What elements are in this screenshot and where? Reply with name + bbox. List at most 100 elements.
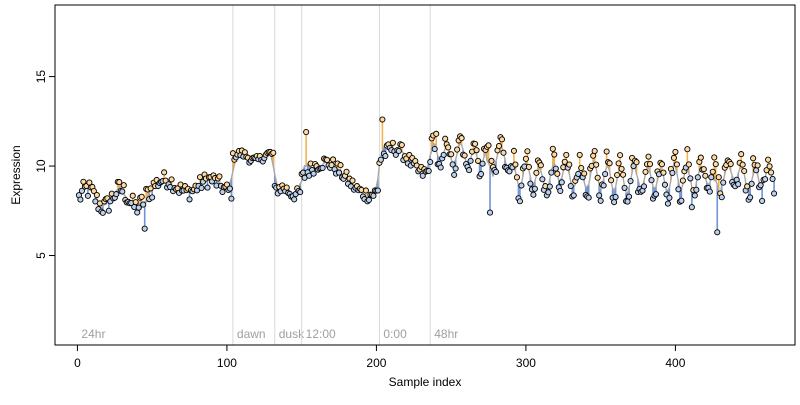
data-point xyxy=(530,191,537,198)
data-point xyxy=(492,168,500,175)
data-point xyxy=(116,179,123,186)
data-point xyxy=(129,192,136,199)
data-point xyxy=(283,184,290,191)
data-point xyxy=(581,170,588,177)
data-point xyxy=(606,160,613,167)
data-point xyxy=(90,187,97,195)
data-point xyxy=(762,176,769,183)
data-point xyxy=(343,168,350,175)
data-point xyxy=(537,162,544,169)
data-point xyxy=(697,154,704,161)
y-axis-label: Expression xyxy=(9,145,23,204)
data-point xyxy=(466,167,473,174)
data-point xyxy=(382,152,389,160)
marker-label-24hr: 24hr xyxy=(81,327,105,341)
data-point xyxy=(486,209,494,216)
data-point xyxy=(712,161,719,168)
data-point xyxy=(105,207,112,214)
data-point xyxy=(513,174,520,181)
data-point xyxy=(706,188,713,195)
data-point xyxy=(551,151,558,158)
data-point xyxy=(365,196,372,204)
data-point xyxy=(549,145,556,152)
y-axis: 5 10 15 xyxy=(34,70,56,259)
data-point xyxy=(685,161,692,168)
marker-label-48hr: 48hr xyxy=(434,327,458,341)
data-point xyxy=(198,184,205,192)
data-point xyxy=(714,229,721,236)
data-point xyxy=(472,140,479,147)
data-point xyxy=(652,191,660,198)
data-point xyxy=(516,198,523,205)
data-point xyxy=(691,192,698,199)
data-point xyxy=(627,178,634,185)
data-point xyxy=(708,174,715,181)
data-point xyxy=(693,186,700,193)
data-point xyxy=(297,189,304,196)
data-point xyxy=(645,153,652,160)
data-point xyxy=(769,175,776,182)
data-point xyxy=(510,147,517,154)
data-point xyxy=(554,170,561,177)
data-point xyxy=(720,179,727,186)
data-point xyxy=(557,187,564,194)
data-point xyxy=(545,189,552,196)
data-point xyxy=(452,165,459,172)
data-point xyxy=(134,209,141,216)
data-point xyxy=(700,166,707,173)
marker-label-12:00: 12:00 xyxy=(306,327,336,341)
data-point xyxy=(670,154,677,161)
data-point xyxy=(738,151,745,158)
data-point xyxy=(640,183,648,190)
data-point xyxy=(621,184,628,191)
data-point xyxy=(374,187,381,194)
data-point xyxy=(648,177,655,184)
data-point xyxy=(673,161,680,168)
data-point xyxy=(138,193,145,200)
data-point xyxy=(419,172,426,179)
data-point xyxy=(566,161,573,168)
data-point xyxy=(132,199,139,206)
data-point xyxy=(603,148,610,155)
data-point xyxy=(467,157,474,164)
data-point xyxy=(715,174,722,181)
data-point xyxy=(135,204,142,211)
data-point xyxy=(563,151,570,158)
data-point xyxy=(744,183,751,190)
data-point xyxy=(99,209,106,216)
data-point xyxy=(525,163,532,170)
data-point xyxy=(445,144,452,151)
data-point xyxy=(546,183,553,190)
data-point xyxy=(433,130,440,137)
data-point xyxy=(620,171,627,178)
data-point xyxy=(395,147,402,155)
data-point xyxy=(675,186,682,193)
data-point xyxy=(679,177,686,184)
data-point xyxy=(149,194,156,201)
data-point xyxy=(548,169,555,176)
data-point xyxy=(765,156,772,163)
data-point xyxy=(766,163,773,170)
data-point xyxy=(377,156,384,163)
data-point xyxy=(597,197,604,204)
data-point xyxy=(204,184,211,191)
data-point xyxy=(479,160,486,167)
y-tick-label: 10 xyxy=(34,159,48,173)
data-point xyxy=(688,204,695,211)
data-point xyxy=(747,194,754,201)
y-tick-label: 5 xyxy=(34,252,48,259)
data-point xyxy=(319,164,326,172)
data-point xyxy=(661,181,668,188)
x-tick-label: 200 xyxy=(366,356,386,370)
data-point xyxy=(478,170,485,178)
data-point xyxy=(646,161,654,168)
data-point xyxy=(77,196,84,203)
data-point xyxy=(93,191,100,199)
data-point xyxy=(768,169,775,176)
data-point xyxy=(602,170,609,178)
data-point xyxy=(735,181,742,188)
data-point xyxy=(754,162,761,169)
data-point xyxy=(431,145,438,153)
data-point xyxy=(575,170,582,177)
